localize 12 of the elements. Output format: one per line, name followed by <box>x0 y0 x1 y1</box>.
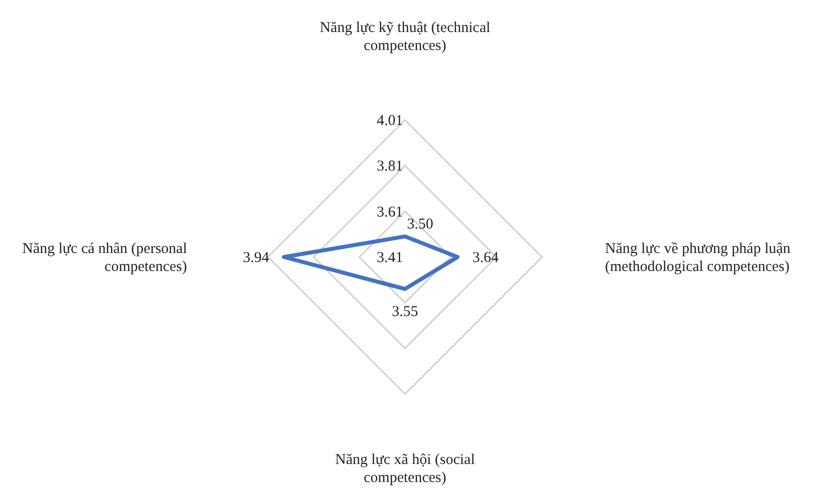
spoke-label: Năng lực xã hội (social competences) <box>335 452 475 486</box>
data-label: 3.55 <box>392 304 418 320</box>
spoke-label: Năng lực cá nhân (personal competences) <box>22 241 187 275</box>
data-label: 3.50 <box>407 216 434 232</box>
spoke-label: Năng lực kỹ thuật (technical competences) <box>320 20 490 54</box>
data-label: 3.94 <box>242 250 270 266</box>
spoke-label: Năng lực về phương pháp luận (methodological competences) <box>605 241 791 275</box>
y-tick-label: 3.41 <box>376 250 403 266</box>
y-tick-label: 3.81 <box>376 158 403 175</box>
y-tick-label: 4.01 <box>376 113 403 129</box>
data-label: 3.64 <box>472 250 500 266</box>
y-tick-label: 3.61 <box>376 204 403 220</box>
